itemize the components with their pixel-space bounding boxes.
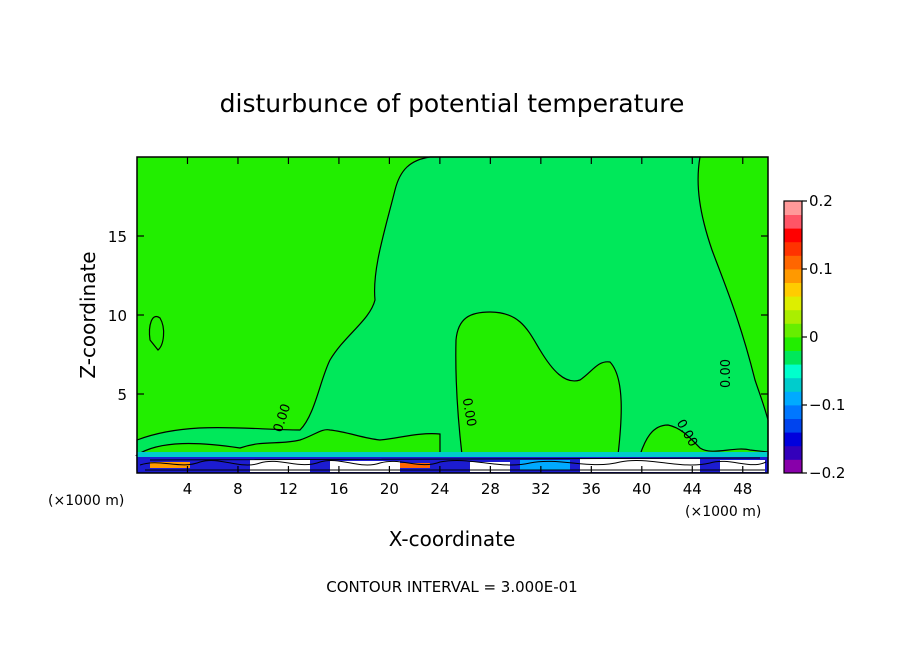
x-tick-label: 32 — [531, 480, 550, 498]
colorbar: 0.2 0.1 0 −0.1 −0.2 — [783, 192, 845, 482]
colorbar-swatch — [784, 432, 802, 447]
colorbar-swatch — [784, 418, 802, 433]
chart-title: disturbunce of potential temperature — [220, 89, 685, 118]
colorbar-swatch — [784, 391, 802, 406]
colorbar-swatch — [784, 364, 802, 379]
colorbar-swatch — [784, 282, 802, 297]
colorbar-swatch — [784, 405, 802, 419]
contour-label: 0.00 — [459, 397, 479, 428]
colorbar-tick-label: 0.2 — [809, 192, 833, 210]
colorbar-swatch — [784, 309, 802, 324]
y-axis: 5 10 15 — [108, 228, 768, 404]
x-tick-label: 16 — [329, 480, 348, 498]
surface-patch-cyan-1 — [520, 460, 570, 470]
y-tick-label: 15 — [108, 228, 127, 246]
colorbar-swatch — [784, 228, 802, 243]
surface-patch-white-1 — [250, 460, 310, 472]
surface-band-cyan — [137, 452, 768, 457]
x-tick-label: 48 — [733, 480, 752, 498]
x-unit-right: (×1000 m) — [685, 504, 761, 520]
positive-lobe-left — [134, 429, 441, 456]
colorbar-swatch — [784, 201, 802, 215]
colorbar-tick-label: 0 — [809, 328, 819, 346]
contour-interval-label: CONTOUR INTERVAL = 3.000E-01 — [326, 578, 577, 596]
positive-lobe-center — [455, 311, 622, 456]
x-tick-label: 36 — [582, 480, 601, 498]
colorbar-swatch — [784, 445, 802, 460]
positive-region-inner — [134, 311, 769, 456]
y-axis-title: Z-coordinate — [76, 251, 100, 378]
x-tick-label: 20 — [380, 480, 399, 498]
colorbar-swatch — [784, 296, 802, 311]
colorbar-swatch — [784, 377, 802, 392]
x-unit-left: (×1000 m) — [48, 493, 124, 509]
surface-patch-white-2 — [330, 461, 400, 472]
y-tick-label: 10 — [108, 307, 127, 325]
x-tick-label: 40 — [632, 480, 651, 498]
contour-label: 0.00 — [719, 359, 734, 388]
y-tick-label: 5 — [117, 386, 127, 404]
colorbar-swatch — [784, 350, 802, 365]
positive-lobe-right — [639, 424, 769, 456]
surface-patch-orange-2 — [400, 463, 430, 468]
colorbar-swatch — [784, 269, 802, 283]
surface-patch-orange-1 — [150, 462, 190, 468]
x-tick-label: 28 — [481, 480, 500, 498]
plot-area: 0.00 0.000.000.00 — [134, 156, 769, 474]
x-axis: 4 8 12 16 20 24 28 32 36 40 44 48 — [183, 157, 752, 498]
x-tick-label: 12 — [279, 480, 298, 498]
colorbar-tick-label: −0.2 — [809, 464, 845, 482]
colorbar-tick-label: −0.1 — [809, 396, 845, 414]
colorbar-swatch — [784, 323, 802, 338]
surface-contours — [139, 457, 767, 471]
colorbar-swatch — [784, 337, 802, 351]
x-axis-title: X-coordinate — [389, 527, 516, 551]
surface-patch-white-4 — [580, 459, 700, 472]
positive-lobe-small — [148, 316, 165, 351]
x-tick-label: 24 — [430, 480, 449, 498]
colorbar-swatch — [784, 241, 802, 256]
colorbar-swatch — [784, 214, 802, 229]
colorbar-swatch — [784, 255, 802, 270]
x-tick-label: 44 — [683, 480, 702, 498]
x-tick-label: 8 — [233, 480, 243, 498]
colorbar-swatch — [784, 459, 802, 474]
x-tick-label: 4 — [183, 480, 193, 498]
surface-layer — [137, 452, 768, 473]
colorbar-tick-label: 0.1 — [809, 260, 833, 278]
